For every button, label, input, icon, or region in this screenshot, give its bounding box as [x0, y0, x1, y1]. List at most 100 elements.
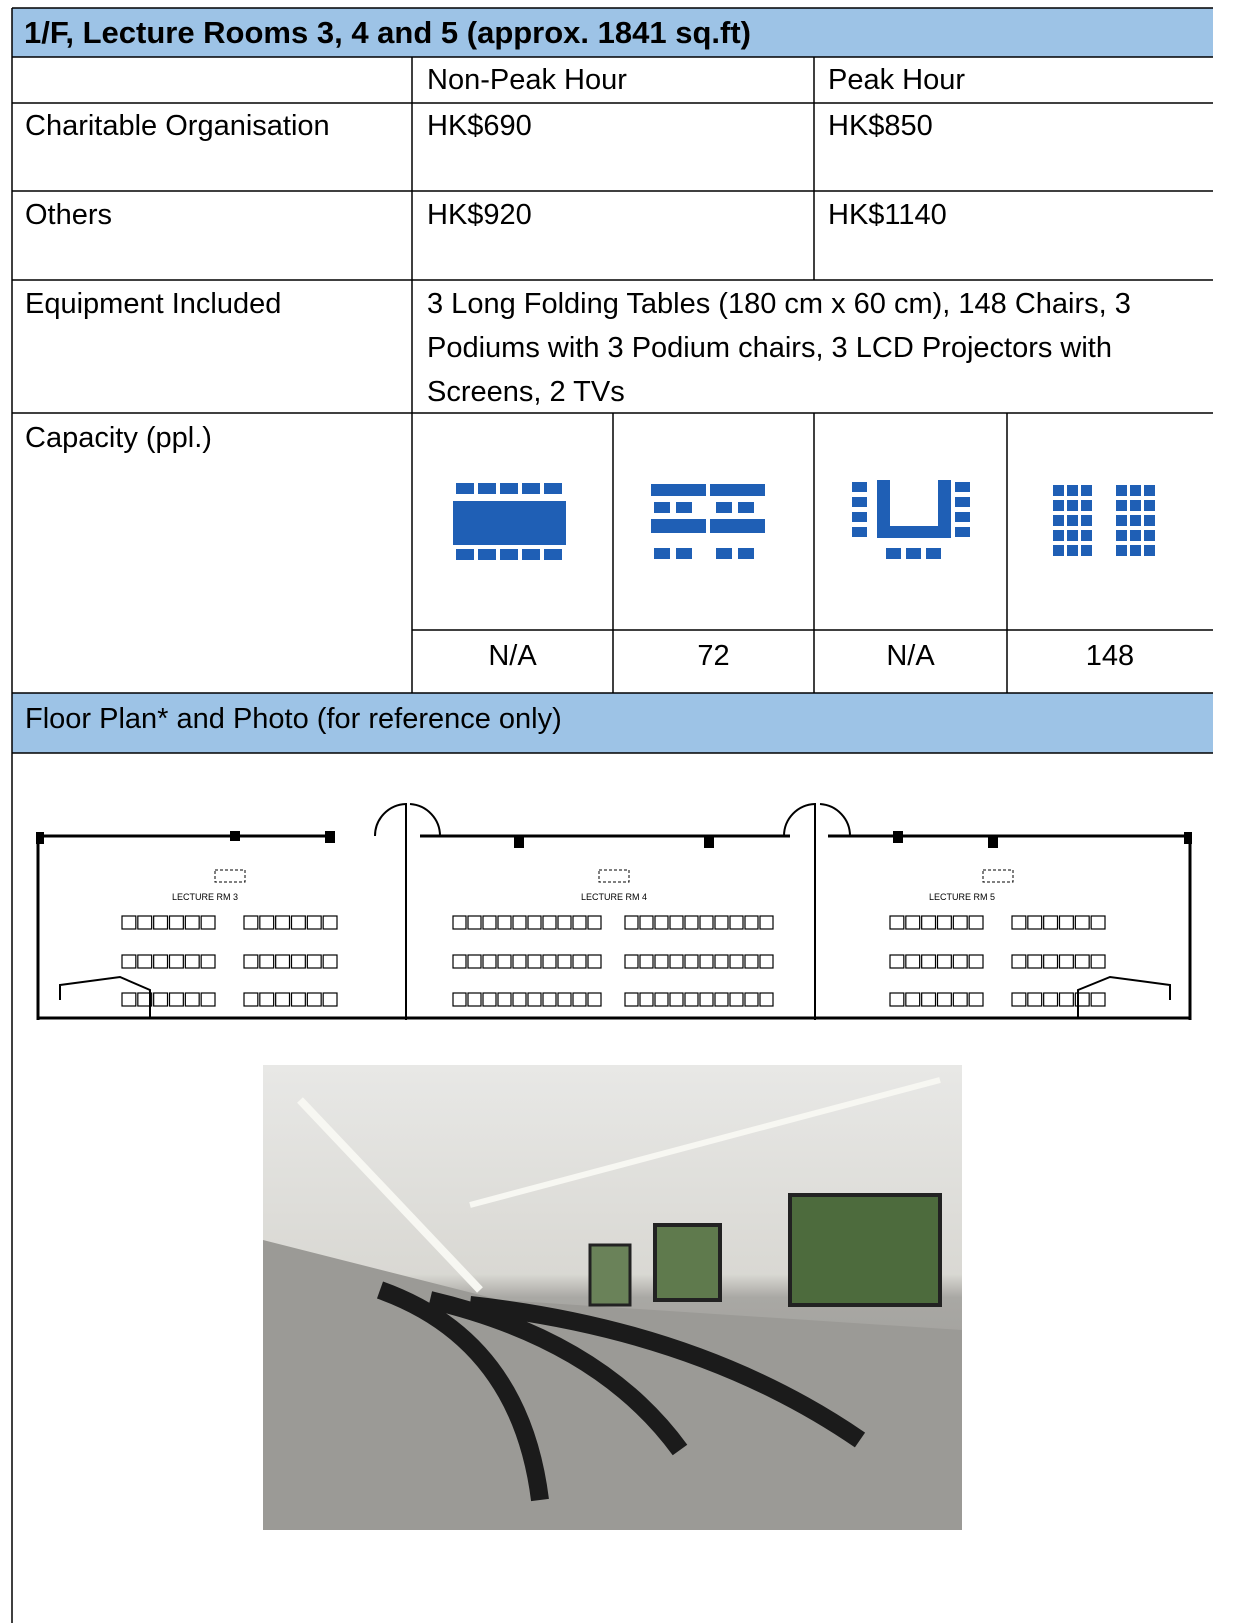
floor-plan-chairs-part	[497, 915, 512, 930]
classroom-icon-part	[1130, 485, 1141, 496]
floor-plan-chairs-part	[542, 992, 557, 1007]
floor-plan-chairs-part	[587, 954, 602, 969]
row-label: Others	[25, 199, 113, 231]
floor-plan-chairs-part	[290, 915, 306, 930]
classroom-icon-part	[1081, 500, 1092, 511]
floor-plan-chairs-part	[184, 915, 200, 930]
floor-plan-chairs-part	[669, 954, 684, 969]
floor-plan-chairs	[121, 915, 1106, 1007]
classroom-icon-part	[1130, 545, 1141, 556]
classroom-icon-part	[1067, 500, 1078, 511]
classroom-icon-part	[1116, 500, 1127, 511]
floor-plan-chairs-part	[306, 954, 322, 969]
floor-plan-chairs-part	[744, 992, 759, 1007]
floor-plan-chairs-part	[968, 954, 984, 969]
classroom-icon-part	[1144, 500, 1155, 511]
floor-plan-chairs-part	[1027, 992, 1043, 1007]
classroom-icon-part	[1081, 515, 1092, 526]
floor-plan-chairs-part	[572, 954, 587, 969]
floor-plan-chairs-part	[527, 992, 542, 1007]
floor-plan-chairs-part	[1011, 954, 1027, 969]
capacity-value: N/A	[488, 640, 537, 672]
floor-plan-chairs-part	[1027, 954, 1043, 969]
floor-plan-chairs-part	[259, 915, 275, 930]
floor-plan-columns	[36, 831, 1192, 848]
floor-plan-chairs-part	[759, 954, 774, 969]
floor-plan-chairs-part	[452, 992, 467, 1007]
floor-plan-chairs-part	[168, 915, 184, 930]
floor-plan-chairs-part	[557, 954, 572, 969]
floor-plan	[36, 802, 1192, 1020]
price: HK$690	[427, 110, 532, 142]
column-header: Non-Peak Hour	[427, 64, 627, 96]
floor-plan-chairs-part	[1090, 915, 1106, 930]
floor-plan-chairs-part	[290, 954, 306, 969]
floor-plan-chairs-part	[729, 992, 744, 1007]
floor-plan-chairs-part	[1058, 954, 1074, 969]
row-label: Charitable Organisation	[25, 110, 330, 142]
classroom-icon-part	[1067, 515, 1078, 526]
classroom-icon-part	[1130, 500, 1141, 511]
column-header: Peak Hour	[828, 64, 966, 96]
floor-plan-chairs-part	[1043, 954, 1059, 969]
floor-plan-chairs-part	[557, 915, 572, 930]
floor-plan-chairs-part	[1058, 992, 1074, 1007]
floor-plan-chairs-part	[527, 915, 542, 930]
classroom-icon-part	[1116, 530, 1127, 541]
floor-plan-chairs-part	[1090, 992, 1106, 1007]
floor-plan-chairs-part	[1074, 954, 1090, 969]
floor-plan-chairs-part	[482, 915, 497, 930]
floor-plan-chairs-part	[184, 992, 200, 1007]
room-label: LECTURE RM 4	[580, 892, 647, 902]
floor-plan-chairs-part	[669, 992, 684, 1007]
price: HK$920	[427, 199, 532, 231]
classroom-icon-part	[1130, 515, 1141, 526]
floor-plan-chairs-part	[153, 915, 169, 930]
floor-plan-chairs-part	[322, 992, 338, 1007]
classroom-icon-part	[1116, 545, 1127, 556]
floor-plan-chairs-part	[259, 992, 275, 1007]
floor-plan-chairs-part	[1043, 915, 1059, 930]
photo	[263, 1065, 962, 1530]
floor-plan-chairs-part	[200, 915, 216, 930]
floor-plan-chairs-part	[137, 992, 153, 1007]
classroom-icon-part	[1144, 530, 1155, 541]
floor-plan-chairs-part	[512, 992, 527, 1007]
floor-plan-chairs-part	[714, 915, 729, 930]
floor-plan-chairs-part	[936, 915, 952, 930]
classroom-icon-part	[1067, 485, 1078, 496]
floor-plan-chairs-part	[1043, 992, 1059, 1007]
classroom-icon-part	[1067, 530, 1078, 541]
floor-plan-chairs-part	[654, 954, 669, 969]
floor-plan-chairs-part	[921, 992, 937, 1007]
floor-plan-chairs-part	[639, 992, 654, 1007]
floor-plan-chairs-part	[699, 915, 714, 930]
floor-plan-chairs-part	[482, 992, 497, 1007]
floor-plan-chairs-part	[121, 954, 137, 969]
floor-plan-chairs-part	[467, 954, 482, 969]
floor-plan-chairs-part	[936, 992, 952, 1007]
floor-plan-chairs-part	[137, 915, 153, 930]
floor-plan-chairs-part	[905, 915, 921, 930]
floor-plan-chairs-part	[467, 992, 482, 1007]
classroom-icon	[1053, 485, 1155, 556]
classroom-icon-part	[1053, 515, 1064, 526]
floor-plan-chairs-part	[744, 954, 759, 969]
floor-plan-chairs-part	[306, 915, 322, 930]
floor-plan-chairs-part	[243, 992, 259, 1007]
classroom-icon-part	[1067, 545, 1078, 556]
equipment-text: 3 Long Folding Tables (180 cm x 60 cm), …	[427, 288, 1131, 408]
floor-plan-chairs-part	[952, 992, 968, 1007]
floor-plan-chairs-part	[542, 915, 557, 930]
floor-plan-chairs-part	[168, 992, 184, 1007]
floor-plan-chairs-part	[654, 992, 669, 1007]
section-heading: Floor Plan* and Photo (for reference onl…	[25, 703, 562, 735]
room-label: LECTURE RM 5	[928, 892, 995, 902]
capacity-value: 148	[1085, 640, 1135, 672]
price: HK$850	[828, 110, 933, 142]
row-label: Equipment Included	[25, 288, 282, 320]
floor-plan-chairs-part	[684, 992, 699, 1007]
floor-plan-chairs-part	[1074, 992, 1090, 1007]
floor-plan-chairs-part	[729, 954, 744, 969]
floor-plan-chairs-part	[572, 915, 587, 930]
